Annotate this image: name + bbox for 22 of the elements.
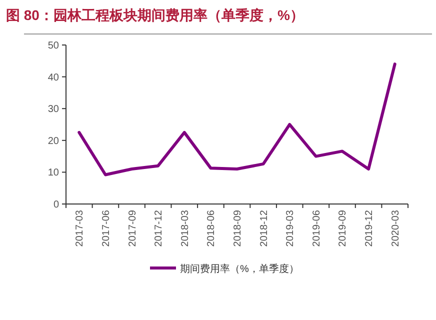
x-tick-label: 2019-03 [285, 210, 296, 247]
x-tick-label: 2018-09 [232, 210, 244, 247]
x-tick-label: 2017-06 [100, 210, 112, 247]
y-tick-label: 40 [48, 72, 60, 84]
legend-label: 期间费用率（%，单季度） [180, 263, 299, 275]
x-tick-label: 2018-06 [206, 210, 218, 247]
x-tick-label: 2019-06 [311, 210, 322, 247]
y-tick-label: 10 [48, 168, 60, 179]
x-tick-label: 2018-12 [258, 210, 270, 247]
x-tick-label: 2017-09 [127, 210, 138, 247]
x-tick-label: 2019-12 [364, 210, 376, 247]
chart-title: 图 80：园林工程板块期间费用率（单季度，%） [6, 7, 304, 23]
y-tick-label: 30 [48, 104, 60, 116]
x-tick-label: 2017-12 [154, 210, 165, 247]
y-tick-label: 20 [48, 136, 60, 147]
x-tick-label: 2018-03 [180, 210, 191, 247]
x-tick-label: 2020-03 [390, 210, 402, 247]
y-tick-label: 50 [48, 40, 60, 52]
y-tick-label: 0 [53, 200, 60, 210]
x-tick-label: 2017-03 [74, 210, 86, 247]
x-tick-label: 2019-09 [338, 210, 349, 247]
line-series [78, 62, 396, 176]
